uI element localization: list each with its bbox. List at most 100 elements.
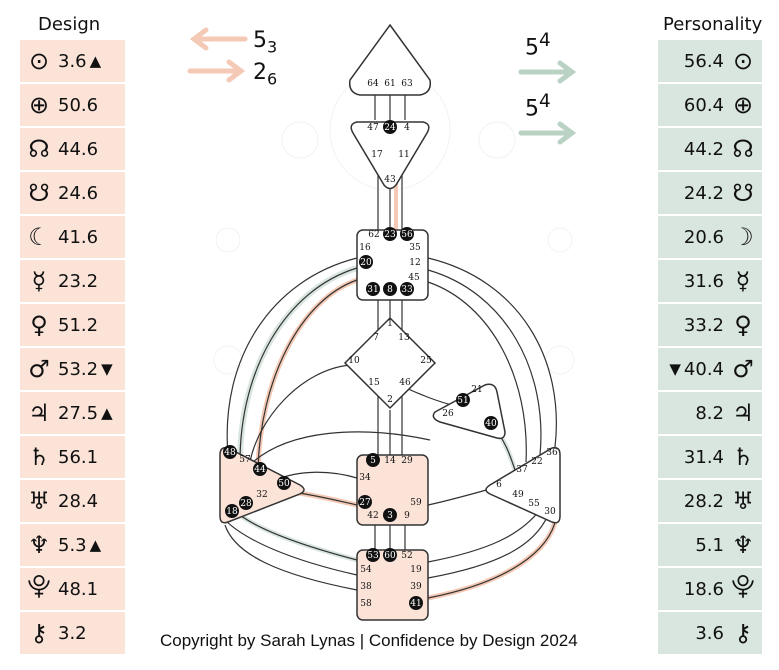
sun-icon: ⊙ [732,47,754,75]
svg-text:36: 36 [546,448,558,458]
gate-50: 50 [277,476,291,490]
gate-22: 22 [531,457,542,467]
personality-row-uranus: 28.2 ♅ [658,480,762,522]
gate-45: 45 [408,273,420,283]
personality-row-mars: ▼ 40.4 ♂ [658,348,762,390]
pers-arrow-bottom [518,121,577,145]
jupiter-icon: ♃ [732,399,754,427]
svg-text:11: 11 [398,150,409,160]
g-center [343,316,437,410]
gate-34: 34 [359,473,371,483]
gate-51: 51 [456,393,470,407]
gate-14: 14 [384,456,396,466]
gate-38: 38 [360,582,372,592]
svg-text:41: 41 [410,599,421,609]
personality-value: 3.6 [695,622,724,644]
design-row-mars: ♂ 53.2 ▼ [20,348,125,390]
svg-text:17: 17 [371,150,383,160]
design-arrow-top [189,27,248,51]
gate-31: 31 [366,282,380,296]
gate-39: 39 [410,582,422,592]
svg-text:37: 37 [516,465,528,475]
gate-30: 30 [544,507,556,517]
design-row-jupiter: ♃ 27.5 ▲ [20,392,125,434]
gate-32: 32 [256,490,267,500]
personality-row-saturn: 31.4 ♄ [658,436,762,478]
gate-37: 37 [516,465,528,475]
mercury-icon: ☿ [735,267,751,295]
south-node-icon: ☋ [28,179,50,207]
gate-62: 62 [368,230,379,240]
exaltation-mark-icon: ▼ [101,360,113,378]
svg-text:32: 32 [256,490,267,500]
gate-13: 13 [398,333,410,343]
gate-46: 46 [399,378,411,388]
pluto-icon: ⯓ [731,571,755,600]
jupiter-icon: ♃ [28,399,50,427]
svg-text:56: 56 [401,230,413,240]
svg-text:44: 44 [254,465,266,475]
gate-17: 17 [371,150,383,160]
personality-value: 31.6 [683,270,724,292]
neptune-icon: ♆ [732,531,754,559]
svg-text:1: 1 [387,319,393,329]
gate-27: 27 [358,495,372,509]
gate-4: 4 [404,123,410,133]
svg-text:10: 10 [348,356,360,366]
design-column: ⊙ 3.6 ▲ ⊕ 50.6 ☊ 44.6 ☋ 24.6 ☾ 41.6 ☿ 23.2 ♀ 51.2 ♂ 53.2… [20,40,125,656]
design-value: 5.3 [58,534,87,556]
svg-text:52: 52 [401,551,412,561]
svg-text:42: 42 [367,511,378,521]
svg-text:45: 45 [408,273,420,283]
svg-text:28: 28 [240,499,252,509]
svg-text:64: 64 [367,79,379,89]
design-value: 53.2 [58,358,99,380]
personality-value: 56.4 [683,50,724,72]
svg-text:9: 9 [404,511,410,521]
gate-8: 8 [383,282,397,296]
personality-row-moon: 20.6 ☽ [658,216,762,258]
personality-title: Personality [663,14,763,35]
design-row-neptune: ♆ 5.3 ▲ [20,524,125,566]
gate-61: 61 [384,79,395,89]
gate-49: 49 [512,490,524,500]
svg-text:35: 35 [409,243,421,253]
design-row-sun: ⊙ 3.6 ▲ [20,40,125,82]
exaltation-mark-icon: ▼ [669,360,681,378]
design-row-south-node: ☋ 24.6 [20,172,125,214]
svg-text:27: 27 [359,498,371,508]
gate-41: 41 [409,596,423,610]
personality-row-neptune: 5.1 ♆ [658,524,762,566]
svg-text:53: 53 [367,551,379,561]
svg-text:54: 54 [360,565,372,575]
svg-text:23: 23 [384,230,396,240]
south-node-icon: ☋ [732,179,754,207]
svg-text:20: 20 [360,258,372,268]
venus-icon: ♀ [30,311,48,339]
svg-text:29: 29 [401,456,413,466]
design-arrow-top-label: 53 [253,28,278,57]
svg-text:7: 7 [373,333,379,343]
design-value: 3.2 [58,622,87,644]
svg-text:38: 38 [360,582,372,592]
sacral-center [356,454,429,526]
svg-text:48: 48 [224,448,236,458]
exaltation-mark-icon: ▲ [101,404,113,422]
gate-35: 35 [409,243,421,253]
gate-52: 52 [401,551,412,561]
svg-text:31: 31 [367,285,378,295]
gate-47: 47 [367,123,379,133]
head-center [348,23,432,96]
personality-row-earth: 60.4 ⊕ [658,84,762,126]
gate-23: 23 [383,227,397,241]
moon-icon: ☽ [732,223,754,251]
personality-row-chiron: 3.6 ⚷ [658,612,762,654]
svg-text:24: 24 [384,123,396,133]
gate-10: 10 [348,356,360,366]
design-value: 48.1 [58,578,99,600]
svg-text:59: 59 [410,498,422,508]
design-value: 56.1 [58,446,99,468]
svg-text:26: 26 [442,409,454,419]
neptune-icon: ♆ [28,531,50,559]
personality-row-pluto: 18.6 ⯓ [658,568,762,610]
